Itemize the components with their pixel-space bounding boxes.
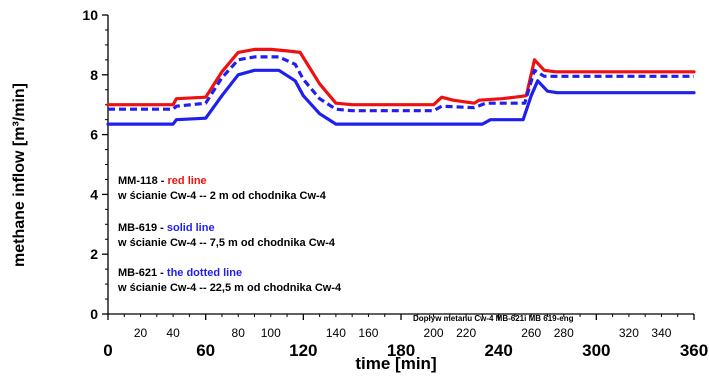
series-lines [106,47,696,126]
y-tick-label: 2 [90,246,98,262]
x-major-tick-label: 240 [484,341,512,360]
legend-code: MM-118 [118,175,158,187]
legend-style: the dotted line [166,267,243,279]
x-axis-label: time [min] [355,354,437,373]
x-major-tick-label: 180 [387,341,415,360]
x-minor-tick-label: 20 [134,326,148,340]
series-line-mm-118 [106,47,696,107]
legend-location: w ścianie Cw-4 -- 2 m od chodnika Cw-4 [118,190,326,202]
x-minor-tick-label: 140 [326,326,346,340]
x-minor-tick-label: 80 [232,326,246,340]
x-minor-tick-label: 260 [521,326,541,340]
legend-style: solid line [166,222,215,234]
y-tick-label: 8 [90,67,98,83]
x-minor-tick-label: 100 [261,326,281,340]
y-tick-label: 6 [90,127,98,143]
legend-location: w ścianie Cw-4 -- 22,5 m od chodnika Cw-… [118,282,342,294]
x-minor-tick-label: 280 [554,326,574,340]
x-minor-tick-label: 320 [619,326,639,340]
x-minor-tick-label: 40 [166,326,180,340]
x-major-tick-label: 300 [582,341,610,360]
legend-style: red line [167,175,207,187]
x-minor-tick-label: 200 [424,326,444,340]
legend-entry-mm118: MM-118 - red line w ścianie Cw-4 -- 2 m … [118,175,326,202]
source-note: Dopływ metanu Cw-4 MB-621i MB 619-eng [413,314,574,323]
legend-entry-mb621: MB-621 - the dotted line w ścianie Cw-4 … [118,267,342,294]
legend-location: w ścianie Cw-4 -- 7,5 m od chodnika Cw-4 [118,237,335,249]
tick-marks [102,14,695,320]
x-minor-tick-label: 220 [456,326,476,340]
series-line-mb-619 [106,68,696,126]
y-axis-label: methane inflow [m³/min] [11,83,28,267]
legend-code: MB-621 [118,267,158,279]
legend-entry-mb619: MB-619 - solid line w ścianie Cw-4 -- 7,… [118,222,335,249]
y-tick-label: 10 [82,7,98,23]
x-minor-tick-label: 340 [651,326,671,340]
x-major-tick-label: 60 [196,341,215,360]
y-tick-label: 4 [90,186,98,202]
x-major-tick-label: 360 [680,341,708,360]
x-major-tick-label: 120 [289,341,317,360]
legend-code: MB-619 [118,222,158,234]
x-minor-tick-label: 160 [358,326,378,340]
series-line-mb-621 [108,55,694,113]
y-tick-label: 0 [90,306,98,322]
x-major-tick-label: 0 [103,341,112,360]
